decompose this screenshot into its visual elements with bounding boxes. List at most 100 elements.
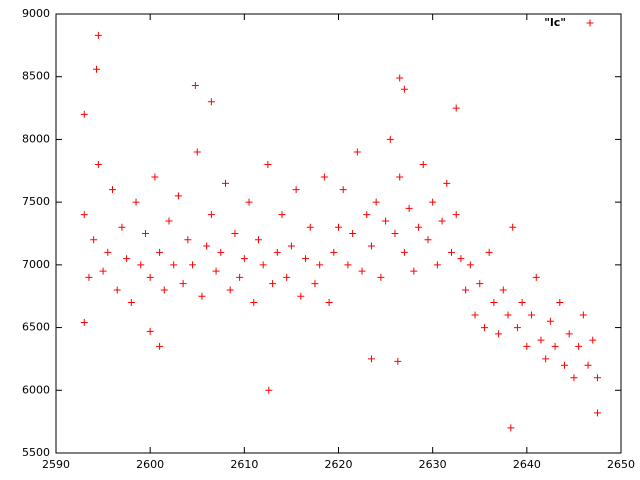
point	[99, 267, 107, 275]
point	[391, 230, 399, 237]
y-tick-label: 5500	[22, 446, 50, 459]
point	[207, 98, 215, 106]
point	[212, 267, 220, 275]
point	[382, 217, 390, 225]
point	[250, 298, 258, 306]
point	[94, 31, 102, 39]
point	[394, 357, 402, 365]
point	[452, 211, 460, 219]
y-tick-label: 7500	[22, 195, 50, 208]
point	[429, 198, 437, 206]
point	[287, 242, 295, 250]
point	[297, 292, 305, 300]
point	[184, 236, 192, 244]
point	[273, 248, 281, 256]
point	[85, 273, 93, 281]
point	[80, 110, 88, 118]
y-tick-label: 6000	[22, 383, 50, 396]
x-tick-label: 2590	[42, 458, 70, 471]
x-tick-label: 2610	[230, 458, 258, 471]
point	[396, 74, 404, 82]
point	[419, 161, 427, 169]
point	[80, 211, 88, 219]
point	[523, 342, 531, 350]
point	[245, 198, 253, 206]
plot-frame	[55, 13, 622, 454]
point	[410, 267, 418, 275]
point	[476, 280, 484, 288]
point	[269, 280, 277, 288]
legend-marker	[586, 19, 594, 27]
point	[561, 361, 568, 369]
x-tick-label: 2650	[607, 458, 635, 471]
point	[137, 261, 145, 269]
point	[306, 223, 314, 231]
point	[400, 85, 408, 93]
point	[358, 267, 366, 275]
y-tick-label: 9000	[22, 7, 50, 20]
point	[174, 192, 182, 200]
point	[443, 179, 451, 187]
point	[278, 211, 286, 219]
point	[372, 198, 380, 206]
point	[579, 311, 587, 319]
point	[141, 230, 149, 237]
point	[499, 286, 507, 294]
point	[302, 255, 310, 263]
point	[179, 280, 187, 288]
point	[570, 374, 578, 382]
point	[165, 217, 173, 225]
point	[109, 186, 116, 194]
point	[90, 236, 98, 244]
point	[556, 298, 564, 306]
y-tick-label: 6500	[22, 321, 50, 334]
point	[438, 217, 446, 225]
point	[160, 286, 168, 294]
point	[132, 198, 140, 206]
point	[80, 319, 88, 327]
point	[537, 336, 545, 344]
point	[466, 261, 474, 269]
point	[589, 336, 597, 344]
point	[433, 261, 441, 269]
point	[236, 273, 244, 281]
point	[170, 261, 178, 269]
point	[217, 248, 225, 256]
point	[344, 261, 352, 269]
point	[575, 342, 583, 350]
point	[193, 148, 201, 156]
point	[377, 273, 385, 281]
point	[240, 255, 248, 263]
point	[386, 135, 394, 143]
point	[528, 311, 536, 319]
point	[254, 236, 262, 244]
point	[222, 179, 229, 187]
point	[396, 173, 404, 181]
point	[415, 223, 423, 231]
point	[448, 248, 455, 256]
point	[367, 242, 375, 250]
point	[203, 242, 211, 250]
legend-label: "lc"	[544, 16, 566, 29]
point	[311, 280, 319, 288]
point	[513, 324, 521, 332]
point	[265, 386, 273, 394]
point	[471, 311, 479, 319]
point	[207, 211, 215, 219]
point	[156, 248, 164, 256]
point	[156, 342, 164, 350]
point	[353, 148, 361, 156]
point	[191, 81, 199, 89]
point	[335, 223, 342, 231]
point	[405, 204, 413, 212]
point	[532, 273, 540, 281]
point	[151, 173, 159, 181]
point	[495, 330, 503, 338]
point	[283, 273, 291, 281]
point	[424, 236, 432, 244]
point	[292, 186, 300, 194]
point	[367, 355, 375, 363]
point	[349, 230, 357, 237]
point	[457, 255, 465, 263]
